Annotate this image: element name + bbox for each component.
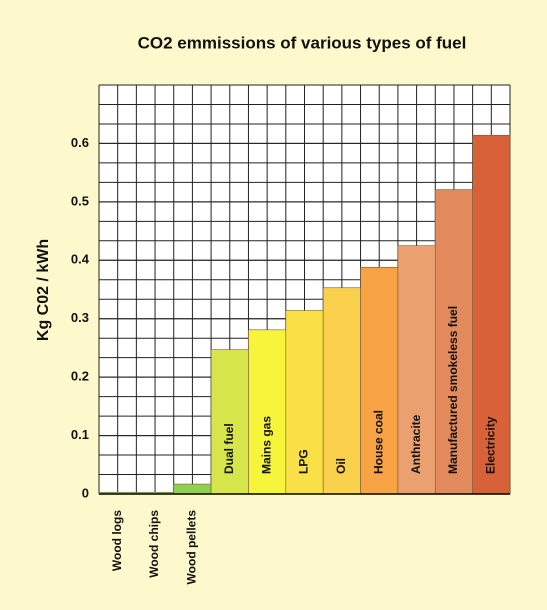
bar xyxy=(173,483,212,495)
x-tick-label: Manufactured smokeless fuel xyxy=(446,306,460,474)
bar xyxy=(210,349,249,495)
bar xyxy=(434,189,473,495)
y-tick-label: 0.1 xyxy=(71,427,89,442)
x-tick-label: House coal xyxy=(371,410,385,474)
x-tick-label: Wood pellets xyxy=(185,510,199,585)
x-tick-label: Wood chips xyxy=(147,510,161,578)
y-tick-label: 0.3 xyxy=(71,310,89,325)
x-tick-label: Dual fuel xyxy=(222,423,236,474)
y-tick-label: 0.6 xyxy=(71,135,89,150)
x-tick-label: LPG xyxy=(297,449,311,474)
x-tick-label: Oil xyxy=(334,458,348,474)
y-axis-label: Kg C02 / kWh xyxy=(35,239,52,341)
bar xyxy=(397,245,436,495)
bar xyxy=(472,134,511,495)
x-tick-label: Mains gas xyxy=(259,416,273,474)
bar xyxy=(285,310,324,495)
y-tick-label: 0.2 xyxy=(71,369,89,384)
y-tick-label: 0.4 xyxy=(71,252,90,267)
x-tick-label: Wood logs xyxy=(110,510,124,571)
x-tick-label: Anthracite xyxy=(409,414,423,474)
y-tick-label: 0 xyxy=(82,485,89,500)
bar xyxy=(248,329,287,495)
y-tick-label: 0.5 xyxy=(71,193,89,208)
bar xyxy=(360,266,399,495)
bar xyxy=(322,287,361,495)
chart-title: CO2 emmissions of various types of fuel xyxy=(138,33,467,52)
x-tick-label: Electricity xyxy=(483,416,497,474)
